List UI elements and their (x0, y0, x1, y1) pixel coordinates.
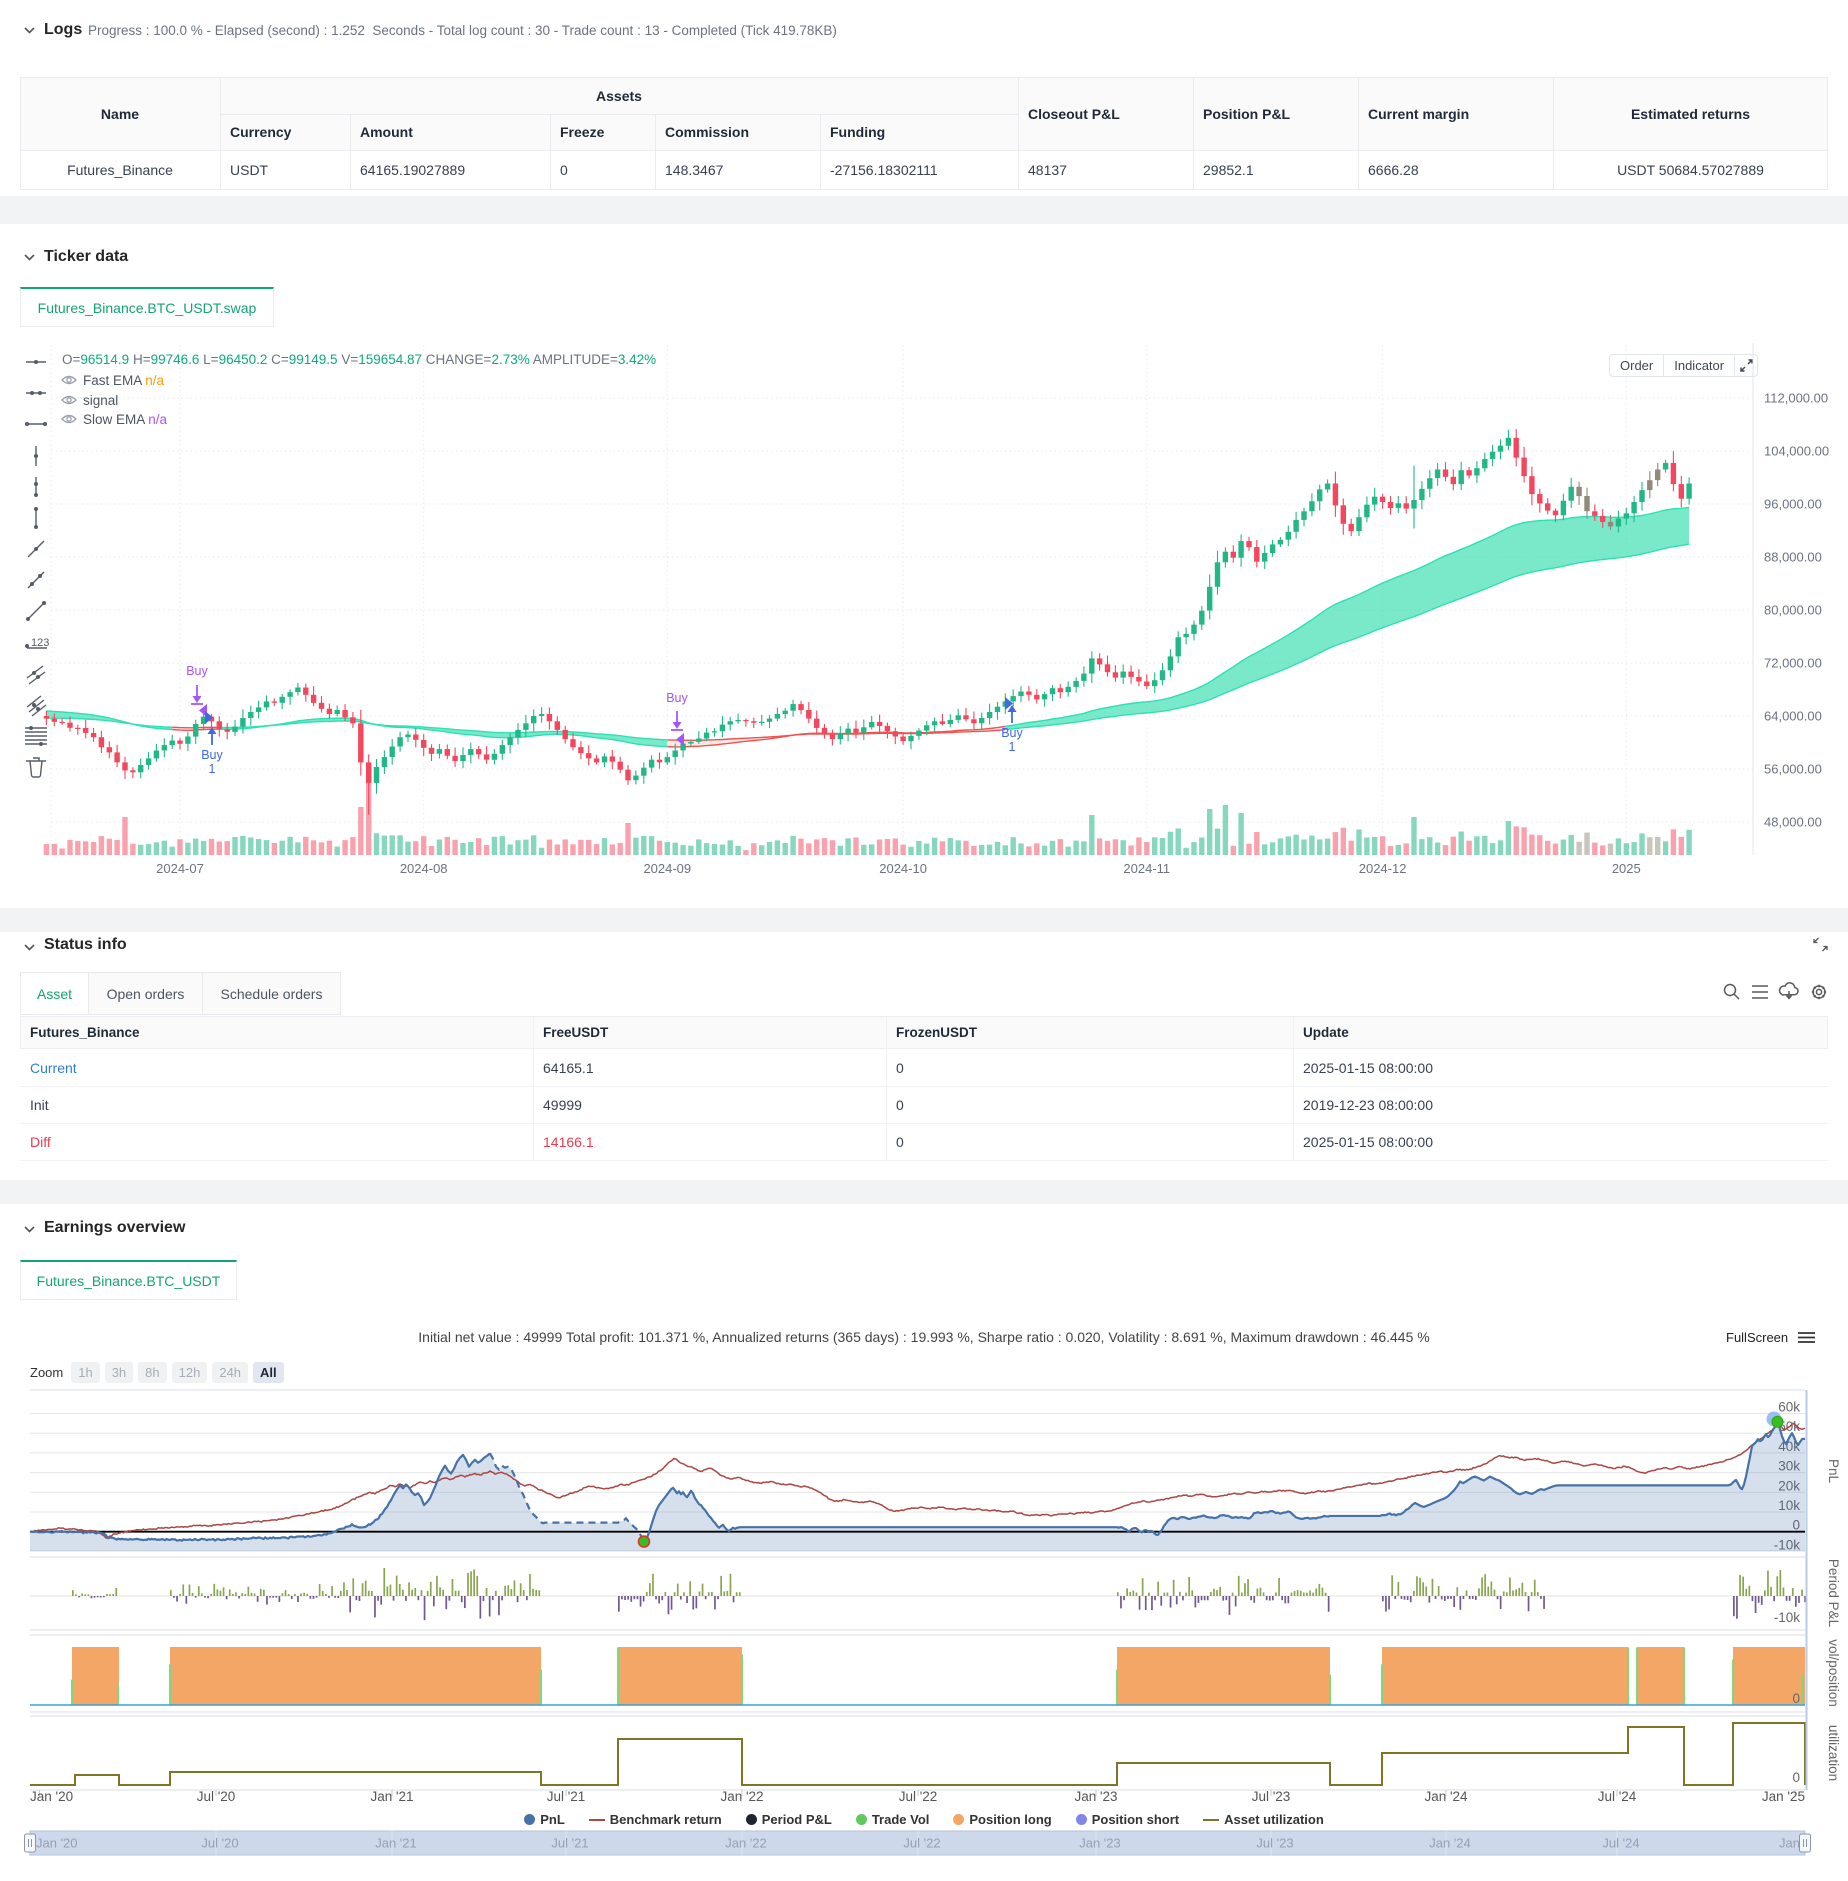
svg-text:Jan '24: Jan '24 (1424, 1789, 1468, 1804)
svg-text:signal: signal (83, 393, 118, 408)
svg-text:104,000.00: 104,000.00 (1764, 444, 1829, 459)
svg-text:Jan '21: Jan '21 (375, 1836, 417, 1851)
svg-text:2024-10: 2024-10 (879, 861, 927, 876)
svg-text:1: 1 (209, 762, 216, 776)
svg-text:Jan '22: Jan '22 (725, 1836, 767, 1851)
svg-text:Buy: Buy (666, 691, 688, 705)
svg-text:Jul '20: Jul '20 (197, 1789, 236, 1804)
svg-text:Period P&L: Period P&L (1826, 1559, 1841, 1628)
svg-text:72,000.00: 72,000.00 (1764, 656, 1822, 671)
svg-text:64,000.00: 64,000.00 (1764, 709, 1822, 724)
svg-text:2024-12: 2024-12 (1359, 861, 1407, 876)
svg-text:112,000.00: 112,000.00 (1764, 391, 1828, 406)
svg-text:Jan '22: Jan '22 (720, 1789, 763, 1804)
svg-text:Jan '23: Jan '23 (1074, 1789, 1117, 1804)
svg-text:Jan '20: Jan '20 (30, 1789, 73, 1804)
svg-text:2024-11: 2024-11 (1123, 861, 1170, 876)
svg-text:Buy: Buy (186, 664, 208, 678)
svg-text:10k: 10k (1778, 1498, 1800, 1513)
svg-text:Jul '21: Jul '21 (547, 1789, 586, 1804)
svg-text:Jul '24: Jul '24 (1598, 1789, 1637, 1804)
svg-text:30k: 30k (1778, 1459, 1800, 1474)
svg-text:Fast EMA n/a: Fast EMA n/a (83, 373, 165, 388)
svg-text:Jul '23: Jul '23 (1252, 1789, 1291, 1804)
svg-text:20k: 20k (1778, 1478, 1800, 1493)
svg-text:2024-08: 2024-08 (400, 861, 448, 876)
svg-text:Jan '20: Jan '20 (36, 1836, 78, 1851)
svg-text:56,000.00: 56,000.00 (1764, 762, 1822, 777)
svg-text:2025: 2025 (1612, 861, 1641, 876)
svg-text:vol/position: vol/position (1826, 1639, 1841, 1707)
svg-text:80,000.00: 80,000.00 (1764, 603, 1822, 618)
svg-text:Jul '24: Jul '24 (1602, 1836, 1639, 1851)
svg-text:Jan '23: Jan '23 (1079, 1836, 1121, 1851)
svg-text:Jul '20: Jul '20 (201, 1836, 238, 1851)
svg-text:utilization: utilization (1826, 1725, 1841, 1781)
svg-text:0: 0 (1792, 1770, 1800, 1785)
svg-text:40k: 40k (1778, 1439, 1800, 1454)
svg-text:Jul '23: Jul '23 (1256, 1836, 1293, 1851)
svg-text:1: 1 (1009, 740, 1016, 754)
svg-text:96,000.00: 96,000.00 (1764, 497, 1822, 512)
svg-text:0: 0 (1792, 1691, 1800, 1706)
svg-text:-10k: -10k (1774, 1610, 1801, 1625)
svg-text:Jul '22: Jul '22 (903, 1836, 940, 1851)
svg-text:Jan '24: Jan '24 (1429, 1836, 1471, 1851)
svg-text:Slow EMA n/a: Slow EMA n/a (83, 412, 168, 427)
svg-text:O=96514.9 H=99746.6 L=96450.2: O=96514.9 H=99746.6 L=96450.2 C=99149.5 … (62, 352, 656, 367)
svg-text:Buy: Buy (1001, 726, 1023, 740)
svg-text:0: 0 (1792, 1518, 1800, 1533)
svg-text:2024-09: 2024-09 (643, 861, 691, 876)
svg-text:Jul '21: Jul '21 (551, 1836, 588, 1851)
svg-text:Jul '22: Jul '22 (899, 1789, 938, 1804)
svg-text:Jan '25: Jan '25 (1762, 1789, 1805, 1804)
svg-text:48,000.00: 48,000.00 (1764, 815, 1822, 830)
svg-text:Buy: Buy (201, 748, 223, 762)
svg-text:123: 123 (31, 637, 49, 649)
svg-text:88,000.00: 88,000.00 (1764, 550, 1822, 565)
svg-text:60k: 60k (1778, 1400, 1800, 1415)
svg-text:-10k: -10k (1774, 1537, 1801, 1552)
svg-text:2024-07: 2024-07 (156, 861, 204, 876)
svg-text:Jan '21: Jan '21 (370, 1789, 413, 1804)
svg-text:PnL: PnL (1826, 1459, 1841, 1484)
